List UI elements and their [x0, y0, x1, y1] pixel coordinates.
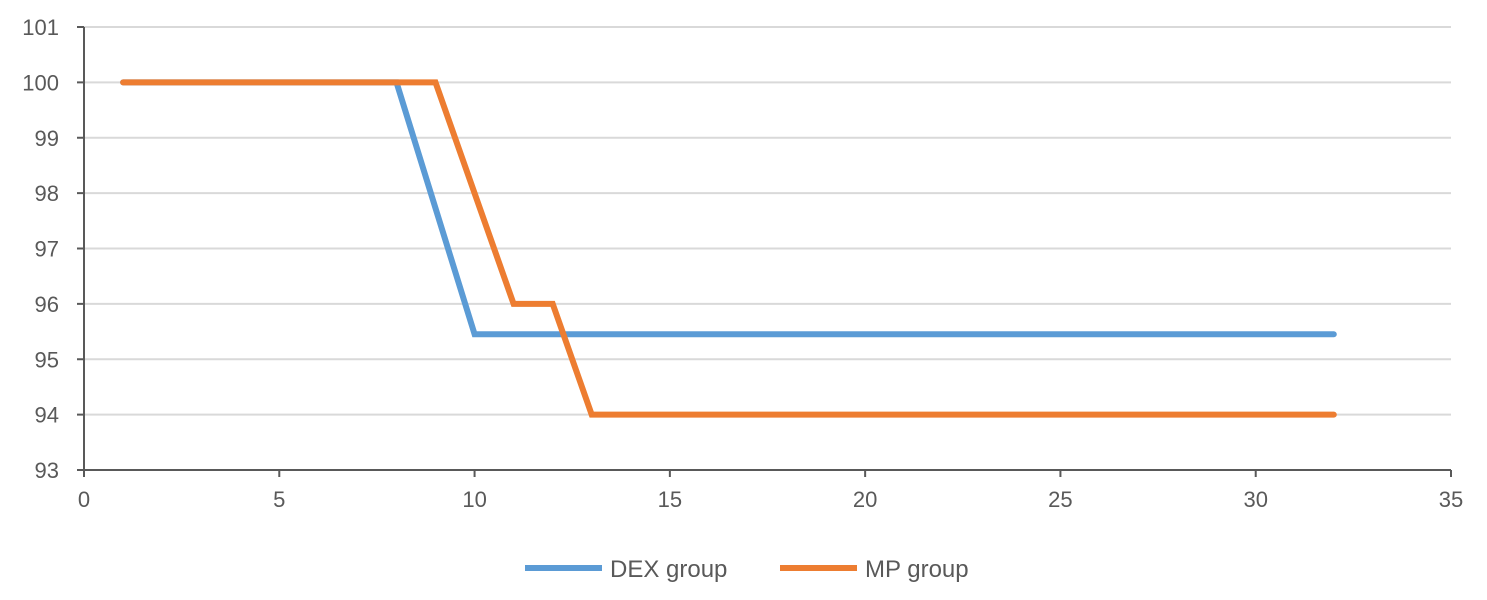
x-tick-label: 25: [1048, 487, 1072, 512]
y-axis-ticks: 93 94 95 96 97 98 99 100 101: [22, 15, 84, 483]
y-tick-label: 97: [35, 237, 59, 262]
y-tick-label: 100: [22, 70, 59, 95]
y-tick-label: 94: [35, 403, 59, 428]
x-tick-label: 15: [658, 487, 682, 512]
series-line-mp-group: [120, 79, 1337, 418]
x-tick-label: 10: [462, 487, 486, 512]
x-axis-ticks: 0 5 10 15 20 25 30 35: [78, 470, 1463, 512]
y-tick-label: 99: [35, 126, 59, 151]
series-lines: [120, 79, 1337, 418]
legend: DEX group MP group: [525, 556, 969, 583]
legend-label-mp: MP group: [865, 556, 969, 583]
series-line-dex-group: [120, 79, 1337, 338]
x-tick-label: 0: [78, 487, 90, 512]
x-tick-label: 5: [273, 487, 285, 512]
y-tick-label: 93: [35, 458, 59, 483]
x-tick-label: 30: [1243, 487, 1267, 512]
y-tick-label: 95: [35, 347, 59, 372]
y-tick-label: 96: [35, 292, 59, 317]
x-tick-label: 20: [853, 487, 877, 512]
y-tick-label: 98: [35, 181, 59, 206]
y-tick-label: 101: [22, 15, 59, 40]
x-tick-label: 35: [1439, 487, 1463, 512]
legend-label-dex: DEX group: [610, 556, 727, 583]
